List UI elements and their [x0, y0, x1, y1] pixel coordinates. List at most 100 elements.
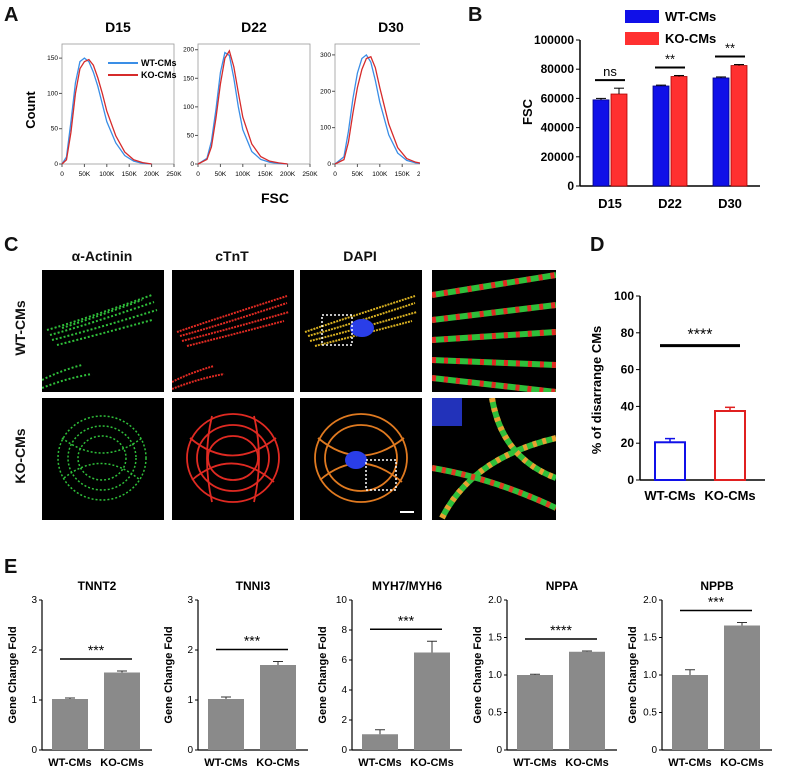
- x-tick-label: KO-CMs: [720, 757, 763, 769]
- series-line-wt: [334, 53, 420, 165]
- x-tick-label: WT-CMs: [204, 757, 247, 769]
- micrograph-wt-actinin: [42, 270, 164, 392]
- panel-label-e: E: [4, 556, 18, 578]
- y-tick-label: 2.0: [643, 595, 657, 606]
- y-tick-label: 0: [187, 745, 193, 756]
- gene-chart-4: NPPB 0 0.5 1.0 1.5 2.0 Gene Change Fold WT-CMs K…: [627, 579, 772, 769]
- micrograph-wt-dapi: [300, 270, 422, 392]
- chart-title: NPPA: [546, 579, 579, 593]
- y-tick-label: 60000: [541, 91, 575, 105]
- ko-dapi-image: [314, 413, 414, 513]
- significance-label: ***: [244, 633, 261, 649]
- significance-label: ns: [603, 64, 617, 79]
- micrograph-ko-actinin: [42, 398, 164, 520]
- panel-label-b: B: [468, 4, 483, 26]
- bar-ko: [714, 410, 746, 481]
- y-axis-label: Gene Change Fold: [7, 626, 19, 723]
- y-tick-label: 1: [187, 695, 193, 706]
- y-tick-label: 10: [336, 595, 348, 606]
- row-label-ko: KO-CMs: [12, 428, 28, 484]
- y-axis-label: FSC: [520, 98, 535, 125]
- x-tick-label: D15: [598, 196, 622, 211]
- significance-label: ***: [708, 594, 725, 610]
- bar-ko: [730, 65, 748, 187]
- histogram-2: D30050K100K150K200K250K0100200300: [320, 19, 420, 178]
- panel-b-fsc-bar-chart: 0 20000 40000 60000 80000 100000 FSC D15 ns D22 **…: [520, 9, 760, 211]
- ko-actinin-image: [57, 415, 147, 501]
- micrograph-ko-dapi: [300, 398, 422, 520]
- bar-wt: [52, 699, 88, 750]
- x-tick-label: 100K: [235, 171, 251, 178]
- bar-ko: [414, 652, 450, 750]
- y-tick-label: 20000: [541, 150, 575, 164]
- bar-ko: [104, 672, 140, 750]
- x-tick-label: KO-CMs: [565, 757, 608, 769]
- panel-e-gene-expression-charts: TNNT2 0 1 2 3 Gene Change Fold WT-CMs KO-CMs ***…: [7, 579, 772, 769]
- x-tick-label: 200K: [144, 171, 160, 178]
- histogram-title: D30: [378, 19, 404, 35]
- col-label-dapi: DAPI: [343, 248, 377, 264]
- micrograph-wt-zoom: [432, 270, 556, 392]
- y-tick-label: 0: [54, 161, 58, 168]
- y-tick-label: 1.0: [488, 670, 502, 681]
- legend: WT-CMs KO-CMs: [108, 58, 177, 80]
- y-tick-label: 2: [31, 645, 37, 656]
- chart-title: TNNI3: [236, 579, 271, 593]
- y-tick-label: 100: [614, 289, 634, 303]
- x-tick-label: KO-CMs: [704, 488, 755, 503]
- significance-label: ****: [550, 622, 572, 638]
- y-tick-label: 100: [47, 90, 58, 97]
- wt-zoom-image: [432, 272, 556, 392]
- y-tick-label: 2.0: [488, 595, 502, 606]
- gene-chart-0: TNNT2 0 1 2 3 Gene Change Fold WT-CMs KO-CMs ***: [7, 579, 152, 769]
- series-line-wt: [197, 51, 288, 165]
- y-axis-label: Gene Change Fold: [317, 626, 329, 723]
- y-tick-label: 6: [341, 655, 347, 666]
- y-tick-label: 80000: [541, 62, 575, 76]
- row-label-wt: WT-CMs: [12, 300, 28, 356]
- x-tick-label: WT-CMs: [644, 488, 695, 503]
- plot-frame: [61, 43, 175, 165]
- y-tick-label: 60: [621, 363, 635, 377]
- y-tick-label: 1.5: [643, 633, 657, 644]
- series-line-wt: [61, 57, 152, 165]
- x-tick-label: 0: [196, 171, 200, 178]
- y-tick-label: 150: [47, 55, 58, 62]
- panel-a-histograms: D15 0 50K 100K 150K 200K 250K 0 50 100 150 D22 0 50K 1…: [23, 19, 420, 206]
- y-tick-label: 100000: [534, 33, 574, 47]
- wt-ctnt-image: [172, 295, 290, 390]
- y-tick-label: 0: [341, 745, 347, 756]
- y-tick-label: 150: [183, 75, 194, 82]
- y-tick-label: 40: [621, 399, 635, 413]
- plot-frame: [334, 43, 420, 165]
- ko-ctnt-image: [186, 413, 280, 503]
- bar-ko: [724, 625, 760, 750]
- x-tick-label: WT-CMs: [358, 757, 401, 769]
- y-tick-label: 200: [320, 88, 331, 95]
- y-tick-label: 2: [187, 645, 193, 656]
- significance-label: ****: [688, 327, 713, 344]
- panel-label-c: C: [4, 234, 19, 256]
- y-tick-label: 2: [341, 715, 347, 726]
- x-tick-label: KO-CMs: [100, 757, 143, 769]
- x-tick-label: 50K: [215, 171, 227, 178]
- x-tick-label: 100K: [372, 171, 388, 178]
- x-tick-label: 50K: [79, 171, 91, 178]
- y-tick-label: 0: [31, 745, 37, 756]
- y-axis-label: Gene Change Fold: [627, 626, 639, 723]
- legend-label-wt: WT-CMs: [665, 9, 716, 24]
- bar-ko: [610, 93, 628, 187]
- legend-swatch-ko: [625, 32, 659, 45]
- y-tick-label: 100: [320, 125, 331, 132]
- bar-ko: [569, 651, 605, 750]
- chart-title: TNNT2: [78, 579, 117, 593]
- bar-wt: [517, 675, 553, 750]
- x-tick-label: 50K: [352, 171, 364, 178]
- y-tick-label: 100: [183, 104, 194, 111]
- x-axis-label: FSC: [261, 190, 289, 206]
- y-tick-label: 40000: [541, 121, 575, 135]
- x-tick-label: KO-CMs: [410, 757, 453, 769]
- y-tick-label: 20: [621, 436, 635, 450]
- y-tick-label: 1.5: [488, 633, 502, 644]
- x-tick-label: WT-CMs: [48, 757, 91, 769]
